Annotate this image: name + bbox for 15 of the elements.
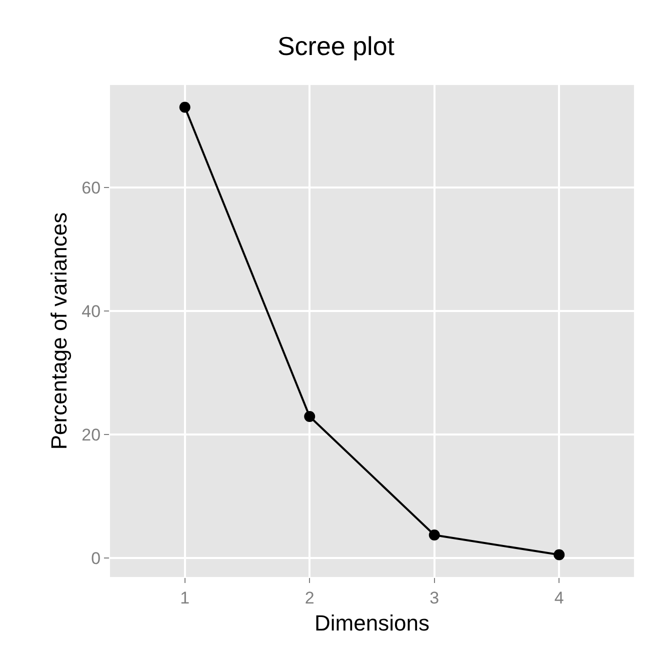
chart-title: Scree plot (277, 31, 396, 62)
x-tick-label: 1 (180, 588, 190, 608)
y-tick-label: 20 (82, 425, 101, 444)
x-axis-title: Dimensions (314, 610, 430, 636)
point (428, 530, 440, 541)
x-tick-label: 3 (430, 588, 440, 608)
y-tick-label: 60 (82, 178, 101, 198)
y-tick-label: 0 (91, 548, 101, 568)
point (304, 411, 316, 422)
point (554, 549, 565, 560)
x-tick-label: 2 (304, 588, 314, 608)
y-axis-title: Percentage of variances (46, 212, 72, 450)
point (179, 102, 190, 113)
y-tick-label: 40 (82, 302, 101, 321)
x-tick-label: 4 (554, 588, 564, 608)
